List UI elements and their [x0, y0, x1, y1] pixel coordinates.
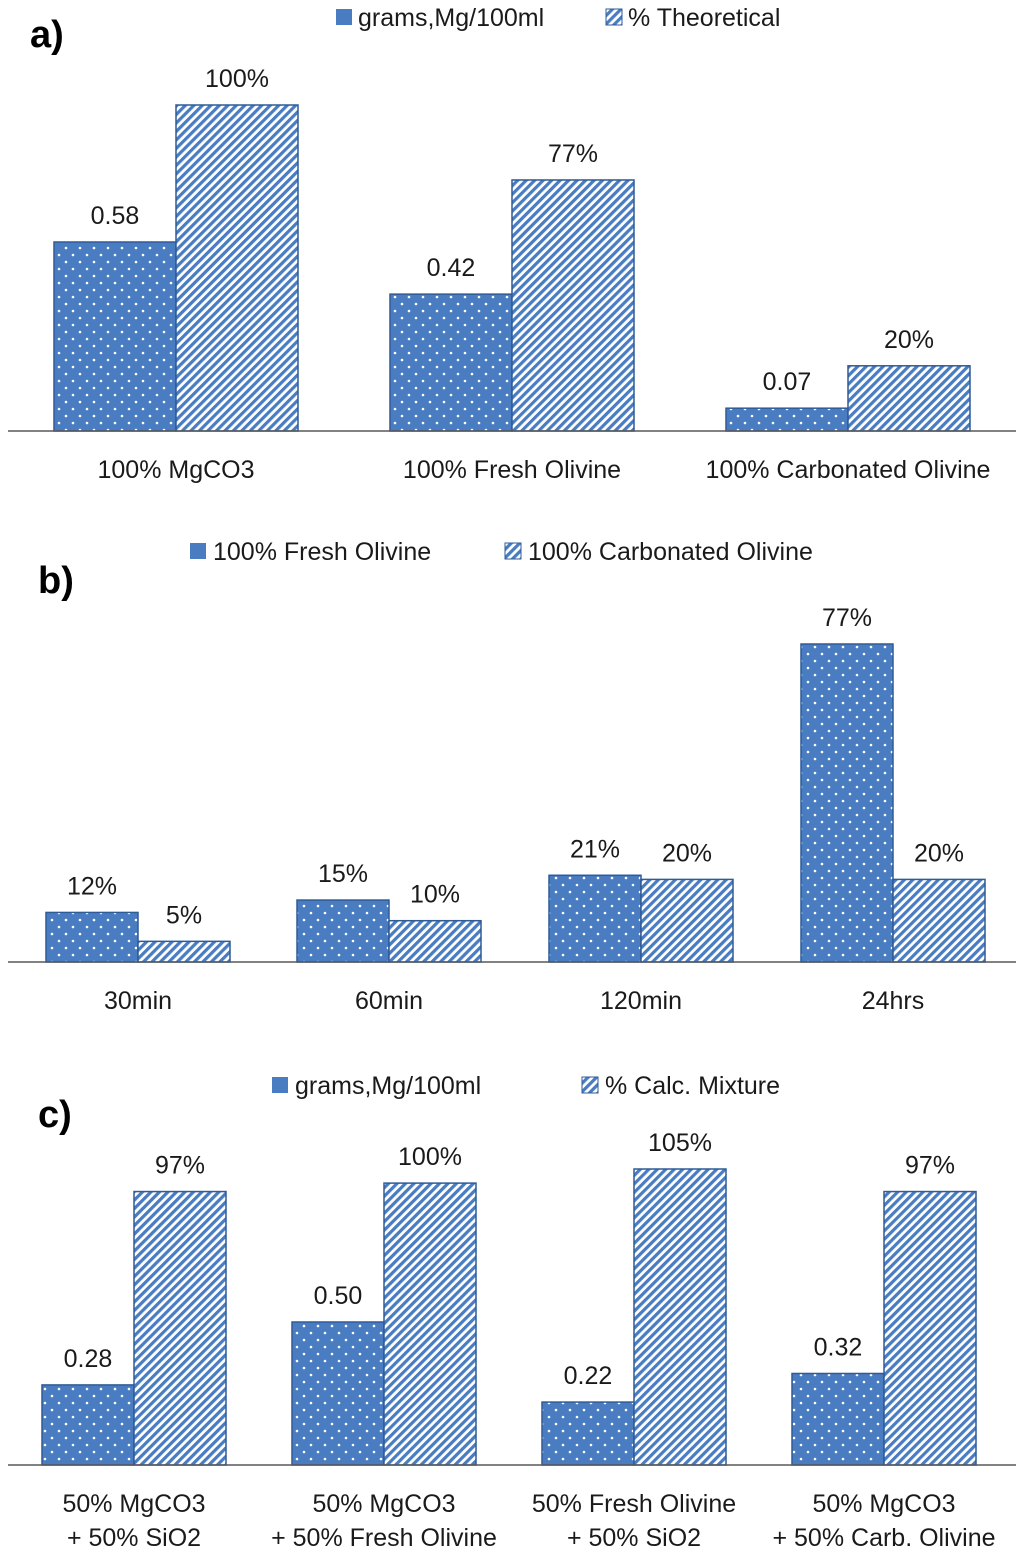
bar-stripes-4	[892, 878, 986, 963]
category-label: 50% Fresh Olivine	[532, 1490, 736, 1518]
data-label: 10%	[410, 881, 460, 909]
legend-swatch-2	[504, 542, 522, 560]
legend-label-1: 100% Fresh Olivine	[213, 538, 431, 566]
panel-b-label: b)	[38, 560, 74, 602]
legend-label-1: grams,Mg/100ml	[295, 1072, 481, 1100]
legend-swatch-1	[336, 9, 352, 25]
data-label: 77%	[822, 604, 872, 632]
category-label: 24hrs	[862, 987, 925, 1015]
category-label: 100% Fresh Olivine	[403, 456, 621, 484]
data-label: 0.50	[314, 1282, 363, 1310]
data-label: 12%	[67, 872, 117, 900]
data-label: 0.07	[763, 368, 812, 396]
bar-dots-4	[800, 643, 894, 963]
bar-dots-1	[45, 911, 139, 963]
bar-stripes-2	[388, 919, 482, 963]
panel-c-label: c)	[38, 1094, 72, 1136]
category-label: 50% MgCO3	[312, 1490, 455, 1518]
bar-dots-1	[41, 1384, 135, 1466]
bar-dots-1	[53, 241, 177, 432]
legend-label-2: 100% Carbonated Olivine	[528, 538, 813, 566]
data-label: 0.58	[91, 202, 140, 230]
chart-c: grams,Mg/100ml % Calc. Mixture 0.28 97% 50% …	[8, 1072, 1016, 1552]
category-label: 100% Carbonated Olivine	[706, 456, 991, 484]
data-label: 97%	[905, 1152, 955, 1180]
legend-swatch-1	[272, 1077, 288, 1093]
bar-stripes-2	[511, 179, 635, 432]
chart-a: grams,Mg/100ml % Theoretical 0.58 100% 100% …	[8, 4, 1016, 484]
bar-stripes-3	[847, 365, 971, 432]
data-label: 20%	[662, 839, 712, 867]
chart-b: 100% Fresh Olivine 100% Carbonated Olivin…	[8, 538, 1016, 1015]
data-label: 0.32	[814, 1333, 863, 1361]
category-label: + 50% Carb. Olivine	[772, 1524, 995, 1552]
data-label: 105%	[648, 1129, 712, 1157]
data-label: 0.22	[564, 1362, 613, 1390]
legend-swatch-1	[190, 543, 206, 559]
bar-dots-4	[791, 1372, 885, 1466]
category-label: + 50% SiO2	[567, 1524, 701, 1552]
bar-stripes-1	[133, 1190, 227, 1466]
category-label: 50% MgCO3	[62, 1490, 205, 1518]
data-label: 20%	[914, 839, 964, 867]
bar-stripes-1	[137, 940, 231, 963]
legend-swatch-2	[581, 1076, 599, 1094]
legend-swatch-2	[605, 8, 623, 26]
bar-dots-3	[541, 1401, 635, 1466]
legend-label-2: % Theoretical	[628, 4, 780, 32]
bar-stripes-3	[640, 878, 734, 963]
category-label: + 50% SiO2	[67, 1524, 201, 1552]
category-label: 60min	[355, 987, 423, 1015]
bar-stripes-2	[383, 1182, 477, 1466]
data-label: 5%	[166, 901, 202, 929]
bar-dots-3	[548, 874, 642, 963]
category-label: 100% MgCO3	[97, 456, 254, 484]
category-label: 30min	[104, 987, 172, 1015]
bar-dots-2	[296, 899, 390, 963]
bar-dots-2	[291, 1321, 385, 1466]
category-label: + 50% Fresh Olivine	[271, 1524, 497, 1552]
bar-stripes-4	[883, 1190, 977, 1466]
data-label: 0.42	[427, 254, 476, 282]
bar-dots-3	[725, 407, 849, 432]
data-label: 100%	[398, 1143, 462, 1171]
panel-a-label: a)	[30, 14, 64, 56]
legend-label-2: % Calc. Mixture	[605, 1072, 780, 1100]
legend-label-1: grams,Mg/100ml	[358, 4, 544, 32]
bar-stripes-1	[175, 104, 299, 432]
category-label: 120min	[600, 987, 682, 1015]
data-label: 97%	[155, 1152, 205, 1180]
bar-dots-2	[389, 293, 513, 432]
bar-stripes-3	[633, 1168, 727, 1466]
data-label: 15%	[318, 860, 368, 888]
data-label: 0.28	[64, 1345, 113, 1373]
data-label: 77%	[548, 140, 598, 168]
data-label: 20%	[884, 326, 934, 354]
data-label: 100%	[205, 65, 269, 93]
data-label: 21%	[570, 835, 620, 863]
category-label: 50% MgCO3	[812, 1490, 955, 1518]
